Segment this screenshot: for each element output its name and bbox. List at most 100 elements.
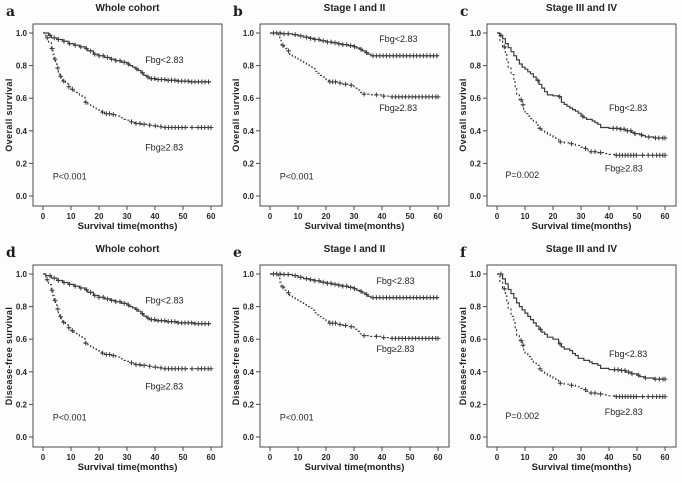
x-tick-label: 40 [151,453,160,462]
x-axis-label: Survival time(months) [77,221,178,232]
censor-marks [280,284,441,341]
y-tick-label: 0.0 [470,433,482,442]
x-axis-label: Survival time(months) [77,462,178,473]
series-label: Fbg<2.83 [376,276,414,286]
panel-letter: c [460,4,469,20]
x-tick-label: 20 [549,212,558,221]
censor-marks [47,33,211,85]
y-tick-label: 1.0 [243,270,255,279]
series-label: Fbg<2.83 [379,34,417,44]
y-tick-label: 0.0 [470,192,482,201]
survival-curve-dashed [43,273,211,370]
y-tick-label: 0.2 [16,159,28,168]
censor-marks [271,271,440,300]
km-plot: 0 10 20 30 40 50 60 0.0 0.2 0.4 0.6 0.8 1.0 Fbg<2.83 F… [243,23,450,221]
y-tick-label: 0.4 [243,127,255,136]
y-tick-label: 1.0 [16,29,28,38]
censor-marks [271,30,440,59]
x-tick-label: 0 [268,212,273,221]
panel-letter: d [6,245,16,261]
x-axis-label: Survival time(months) [531,221,632,232]
x-tick-label: 10 [67,212,76,221]
y-tick-label: 0.2 [470,400,482,409]
y-tick-label: 0.4 [16,127,28,136]
x-axis-label: Survival time(months) [531,462,632,473]
survival-curve-solid [497,32,665,139]
y-tick-label: 0.0 [16,433,28,442]
x-tick-label: 10 [67,453,76,462]
x-tick-label: 40 [378,212,387,221]
x-tick-label: 60 [661,453,670,462]
y-tick-label: 0.8 [16,62,28,71]
km-panel-d: d Whole cohort Disease-free survival 0 10… [0,241,227,483]
x-tick-label: 30 [350,212,359,221]
x-tick-label: 50 [406,212,415,221]
p-value-label: P=0.002 [505,170,539,180]
x-tick-label: 20 [322,212,331,221]
x-tick-label: 20 [322,453,331,462]
x-tick-label: 0 [495,212,500,221]
p-value-label: P=0.002 [505,411,539,421]
x-tick-label: 20 [95,212,104,221]
km-panel-b: b Stage I and II Overall survival 0 10 20 3… [227,0,454,241]
series-label: Fbg<2.83 [145,295,183,305]
y-tick-label: 0.2 [243,159,255,168]
x-tick-label: 20 [95,453,104,462]
x-tick-label: 0 [268,453,273,462]
y-tick-label: 0.6 [16,335,28,344]
survival-curve-dashed [497,273,665,398]
panel-letter: f [460,245,467,261]
p-value-label: P<0.001 [53,413,87,423]
series-label: Fbg≥2.83 [605,407,643,417]
series-label: Fbg≥2.83 [145,382,183,392]
y-tick-label: 1.0 [470,270,482,279]
km-panel-c: c Stage III and IV Overall survival 0 10 2… [454,0,682,241]
x-tick-label: 40 [605,212,614,221]
x-axis-label: Survival time(months) [304,221,405,232]
censor-marks [44,277,214,372]
x-tick-label: 60 [207,212,216,221]
p-value-label: P<0.001 [53,172,87,182]
y-tick-label: 0.0 [243,192,255,201]
x-tick-label: 30 [577,212,586,221]
survival-curve-dashed [497,32,665,156]
km-plot: 0 10 20 30 40 50 60 0.0 0.2 0.4 0.6 0.8 1.0 Fbg<2.83 F… [16,23,223,221]
series-label: Fbg<2.83 [609,349,647,359]
censor-marks [501,286,668,399]
x-tick-label: 60 [661,212,670,221]
km-plot: 0 10 20 30 40 50 60 0.0 0.2 0.4 0.6 0.8 1.0 Fbg<2.83 F… [243,264,450,462]
survival-curve-solid [43,32,211,83]
y-tick-label: 0.2 [470,159,482,168]
y-tick-label: 0.6 [243,335,255,344]
panel-letter: b [233,4,243,20]
x-tick-label: 10 [521,212,530,221]
x-tick-label: 0 [41,453,46,462]
x-tick-label: 0 [41,212,46,221]
km-plot: 0 10 20 30 40 50 60 0.0 0.2 0.4 0.6 0.8 1.0 Fbg<2.83 F… [16,264,223,462]
survival-curve-dashed [43,32,211,129]
series-label: Fbg<2.83 [145,55,183,65]
panel-title: Stage III and IV [545,3,618,14]
y-tick-label: 0.6 [470,94,482,103]
x-tick-label: 50 [633,453,642,462]
km-panel-e: e Stage I and II Disease-free survival 0… [227,241,454,483]
x-axis-label: Survival time(months) [304,462,405,473]
p-value-label: P<0.001 [280,413,314,423]
y-tick-label: 1.0 [470,29,482,38]
y-tick-label: 0.6 [16,94,28,103]
y-tick-label: 0.4 [470,368,482,377]
y-tick-label: 0.8 [16,303,28,312]
survival-curve-solid [43,273,211,325]
survival-curve-dashed [270,32,438,98]
censor-marks [498,271,668,382]
x-tick-label: 30 [123,453,132,462]
series-label: Fbg≥2.83 [145,142,183,152]
y-tick-label: 1.0 [16,270,28,279]
x-tick-label: 40 [151,212,160,221]
x-tick-label: 60 [207,453,216,462]
y-tick-label: 0.6 [243,94,255,103]
x-tick-label: 10 [294,453,303,462]
km-plot: 0 10 20 30 40 50 60 0.0 0.2 0.4 0.6 0.8 1.0 Fbg<2.83 F… [470,23,677,221]
y-tick-label: 0.4 [470,127,482,136]
